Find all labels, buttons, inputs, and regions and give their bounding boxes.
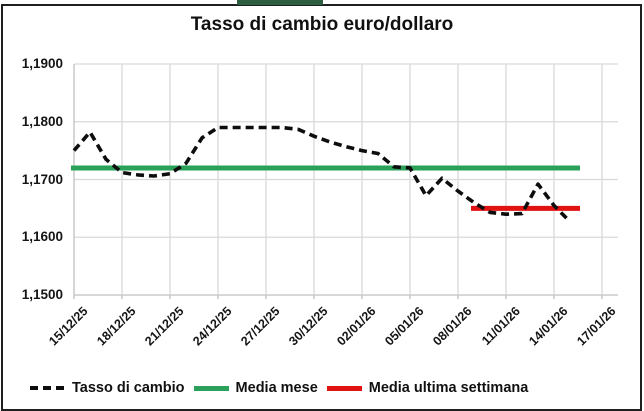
y-tick-label: 1,1600: [21, 229, 63, 245]
legend-label: Tasso di cambio: [72, 380, 185, 396]
legend-label: Media ultima settimana: [368, 380, 529, 396]
legend-label: Media mese: [235, 380, 318, 396]
y-tick-label: 1,1900: [21, 56, 63, 71]
series-tasso-di-cambio: [72, 125, 572, 223]
legend-item-media-ultima-settimana: Media ultima settimana: [326, 380, 529, 396]
dashed-line-sample: [30, 386, 65, 390]
red-line-sample: [326, 385, 362, 391]
legend-item-tasso-di-cambio: Tasso di cambio: [30, 380, 185, 396]
y-tick-label: 1,1800: [21, 113, 63, 129]
green-line-sample: [193, 385, 229, 391]
y-tick-label: 1,1500: [21, 287, 63, 302]
chart-legend: Tasso di cambio Media mese Media ultima …: [30, 376, 614, 400]
y-tick-label: 1,1700: [21, 171, 63, 187]
top-accent-bar: [237, 0, 323, 5]
chart-title: Tasso di cambio euro/dollaro: [190, 14, 454, 35]
legend-item-media-mese: Media mese: [193, 380, 318, 396]
